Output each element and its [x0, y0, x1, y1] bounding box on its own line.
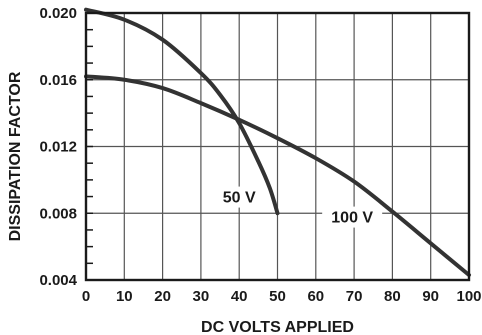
x-tick-label: 90: [422, 288, 439, 305]
x-tick-label: 100: [456, 288, 481, 305]
x-tick-label: 70: [346, 288, 363, 305]
x-tick-label: 40: [231, 288, 248, 305]
y-tick-labels: 0.004 0.008 0.012 0.016 0.020: [39, 5, 77, 289]
y-tick-label: 0.020: [39, 5, 77, 22]
x-axis-title: DC VOLTS APPLIED: [201, 319, 354, 335]
y-tick-label: 0.008: [39, 205, 77, 222]
y-tick-label: 0.016: [39, 72, 77, 89]
series-lines: [84, 7, 471, 277]
series-annotation: 50 V: [223, 190, 256, 207]
x-tick-label: 50: [269, 288, 286, 305]
y-tick-label: 0.004: [39, 272, 77, 289]
series-annotation: 100 V: [331, 210, 373, 227]
x-tick-label: 30: [193, 288, 210, 305]
plot-frame: [84, 11, 471, 282]
x-tick-label: 60: [307, 288, 324, 305]
series-line: [84, 7, 280, 216]
annotations: 50 V 100 V: [214, 186, 383, 228]
x-tick-label: 0: [82, 288, 90, 305]
x-tick-label: 80: [384, 288, 401, 305]
y-axis-title: DISSIPATION FACTOR: [7, 71, 24, 241]
y-tick-label: 0.012: [39, 139, 77, 156]
x-tick-label: 20: [154, 288, 171, 305]
grid: [85, 12, 470, 281]
series-line: [84, 74, 471, 277]
annotation-background: [214, 186, 265, 208]
x-tick-labels: 0 10 20 30 40 50 60 70 80 90 100: [82, 288, 482, 305]
annotation-background: [322, 206, 383, 228]
x-tick-label: 10: [116, 288, 133, 305]
